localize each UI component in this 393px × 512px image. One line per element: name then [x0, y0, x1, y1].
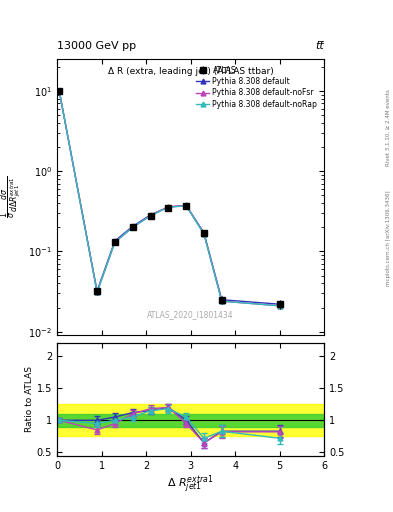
Line: Pythia 8.308 default-noFsr: Pythia 8.308 default-noFsr: [57, 89, 282, 308]
Pythia 8.308 default: [166, 204, 171, 210]
Pythia 8.308 default-noRap: [277, 303, 282, 309]
Text: ATLAS_2020_I1801434: ATLAS_2020_I1801434: [147, 310, 234, 319]
Pythia 8.308 default-noRap: [202, 231, 206, 237]
Pythia 8.308 default-noFsr: [112, 239, 117, 245]
Pythia 8.308 default-noRap: [184, 203, 189, 209]
Bar: [57, 404, 324, 436]
Text: 13000 GeV pp: 13000 GeV pp: [57, 41, 136, 51]
Pythia 8.308 default: [202, 230, 206, 236]
Pythia 8.308 default: [57, 88, 62, 94]
Text: tt̅: tt̅: [316, 41, 324, 51]
Pythia 8.308 default: [95, 288, 99, 294]
Bar: [57, 414, 324, 426]
Pythia 8.308 default-noFsr: [277, 303, 282, 309]
Pythia 8.308 default-noFsr: [148, 212, 153, 219]
Pythia 8.308 default-noRap: [95, 289, 99, 295]
Pythia 8.308 default-noRap: [166, 204, 171, 210]
Pythia 8.308 default-noFsr: [202, 231, 206, 237]
Pythia 8.308 default-noFsr: [95, 289, 99, 295]
Pythia 8.308 default: [130, 223, 135, 229]
Pythia 8.308 default-noRap: [112, 239, 117, 245]
Pythia 8.308 default-noFsr: [130, 224, 135, 230]
Text: Δ R (extra, leading jet) (ATLAS ttbar): Δ R (extra, leading jet) (ATLAS ttbar): [108, 67, 274, 76]
Pythia 8.308 default-noRap: [130, 224, 135, 230]
Text: Rivet 3.1.10, ≥ 2.4M events: Rivet 3.1.10, ≥ 2.4M events: [386, 90, 391, 166]
Y-axis label: $\frac{1}{\sigma}\frac{d\sigma}{d\Delta R_{jet1}^{extra1}}$: $\frac{1}{\sigma}\frac{d\sigma}{d\Delta …: [0, 176, 24, 219]
Pythia 8.308 default-noFsr: [219, 298, 224, 304]
Pythia 8.308 default-noRap: [148, 212, 153, 219]
Pythia 8.308 default: [112, 238, 117, 244]
Pythia 8.308 default: [277, 301, 282, 307]
Pythia 8.308 default-noRap: [219, 298, 224, 304]
Pythia 8.308 default-noFsr: [57, 88, 62, 94]
Text: mcplots.cern.ch [arXiv:1306.3436]: mcplots.cern.ch [arXiv:1306.3436]: [386, 191, 391, 286]
Pythia 8.308 default: [184, 202, 189, 208]
X-axis label: $\Delta\ R_{jet1}^{extra1}$: $\Delta\ R_{jet1}^{extra1}$: [167, 473, 214, 496]
Line: Pythia 8.308 default: Pythia 8.308 default: [57, 89, 282, 307]
Pythia 8.308 default: [219, 296, 224, 303]
Pythia 8.308 default-noRap: [57, 88, 62, 94]
Legend: ATLAS, Pythia 8.308 default, Pythia 8.308 default-noFsr, Pythia 8.308 default-no: ATLAS, Pythia 8.308 default, Pythia 8.30…: [193, 62, 320, 112]
Pythia 8.308 default-noFsr: [184, 202, 189, 208]
Pythia 8.308 default: [148, 212, 153, 218]
Line: Pythia 8.308 default-noRap: Pythia 8.308 default-noRap: [57, 89, 282, 308]
Pythia 8.308 default-noFsr: [166, 204, 171, 210]
Y-axis label: Ratio to ATLAS: Ratio to ATLAS: [25, 367, 34, 432]
